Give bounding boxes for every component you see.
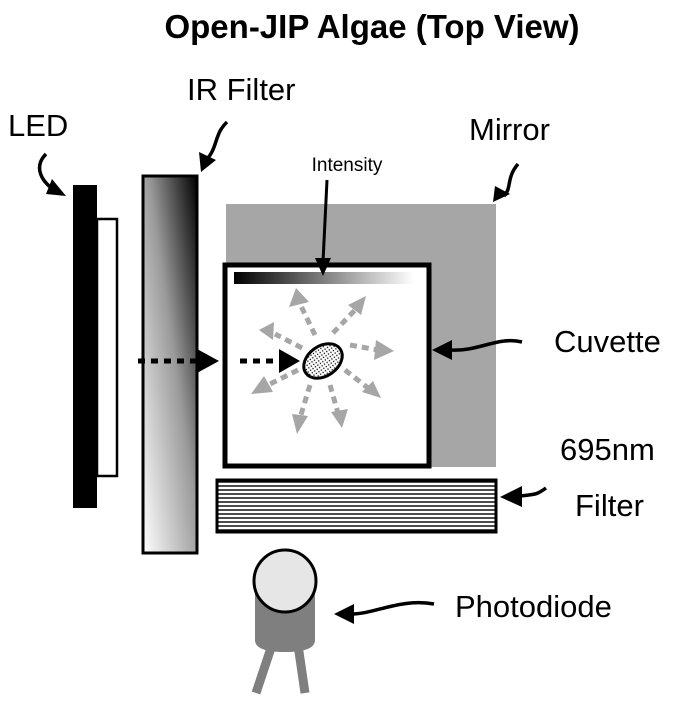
intensity-label: Intensity bbox=[312, 155, 383, 176]
scatter-arrow-down-right bbox=[343, 368, 370, 390]
led-pointer-arrowhead bbox=[46, 179, 66, 196]
mirror-label: Mirror bbox=[469, 112, 550, 147]
photodiode-leg-left bbox=[251, 643, 277, 695]
filter-695nm-label-line1: 695nm bbox=[560, 432, 655, 467]
scatter-arrow-up-left bbox=[297, 302, 318, 337]
photodiode bbox=[251, 548, 318, 695]
intensity-pointer-arrowhead bbox=[315, 258, 331, 276]
mirror-pointer-arrow bbox=[502, 162, 520, 198]
scatter-arrow-right bbox=[349, 342, 379, 353]
cuvette-pointer-arrowhead bbox=[432, 340, 452, 360]
scatter-head-left bbox=[259, 322, 274, 340]
intensity-pointer-line bbox=[321, 179, 329, 263]
scatter-head-up-right bbox=[348, 296, 366, 315]
ir-filter bbox=[141, 174, 199, 555]
scatter-arrows bbox=[266, 302, 379, 419]
cuvette-label: Cuvette bbox=[554, 324, 661, 359]
scatter-head-down bbox=[292, 414, 308, 434]
scatter-arrow-down bbox=[297, 384, 313, 419]
scatter-arrow-down-left bbox=[266, 367, 300, 388]
ir-filter-pointer-arrow bbox=[204, 120, 229, 162]
light-path-arrowhead-1 bbox=[197, 349, 219, 373]
photodiode-pointer-arrow bbox=[351, 600, 435, 616]
photodiode-leg-right bbox=[293, 644, 310, 694]
photodiode-pointer-arrowhead bbox=[334, 604, 354, 624]
led-label: LED bbox=[8, 108, 68, 143]
photodiode-label: Photodiode bbox=[455, 589, 612, 624]
ir-filter-label: IR Filter bbox=[187, 72, 296, 107]
light-path-arrowhead-2 bbox=[279, 349, 300, 373]
scatter-head-down-right bbox=[362, 381, 381, 398]
scatter-arrow-down-2 bbox=[327, 384, 341, 414]
filter-695nm bbox=[215, 478, 498, 534]
led-emitter bbox=[95, 217, 119, 478]
mirror-pointer-arrowhead bbox=[493, 186, 510, 202]
scatter-arrow-up-right bbox=[331, 308, 357, 335]
filter-695nm-pointer-arrowhead bbox=[500, 486, 522, 507]
filter-695nm-label-line2: Filter bbox=[575, 488, 644, 523]
scatter-head-down-left bbox=[251, 376, 273, 394]
filter-695nm-pointer-arrow bbox=[519, 486, 548, 498]
algae-sample bbox=[302, 342, 344, 380]
scatter-head-up-left bbox=[289, 288, 309, 307]
led bbox=[73, 185, 119, 508]
scatter-head-down-2 bbox=[331, 409, 348, 428]
scatter-arrow-left bbox=[273, 331, 304, 351]
photodiode-lens bbox=[252, 548, 318, 614]
ir-filter-pointer-arrowhead bbox=[199, 152, 216, 172]
diagram-title: Open-JIP Algae (Top View) bbox=[164, 8, 579, 45]
cuvette-pointer-arrow bbox=[449, 339, 523, 352]
scatter-head-right bbox=[374, 340, 394, 360]
scatter-arrowheads bbox=[251, 288, 394, 434]
led-body bbox=[73, 185, 97, 508]
intensity-gradient-bar bbox=[234, 272, 414, 284]
